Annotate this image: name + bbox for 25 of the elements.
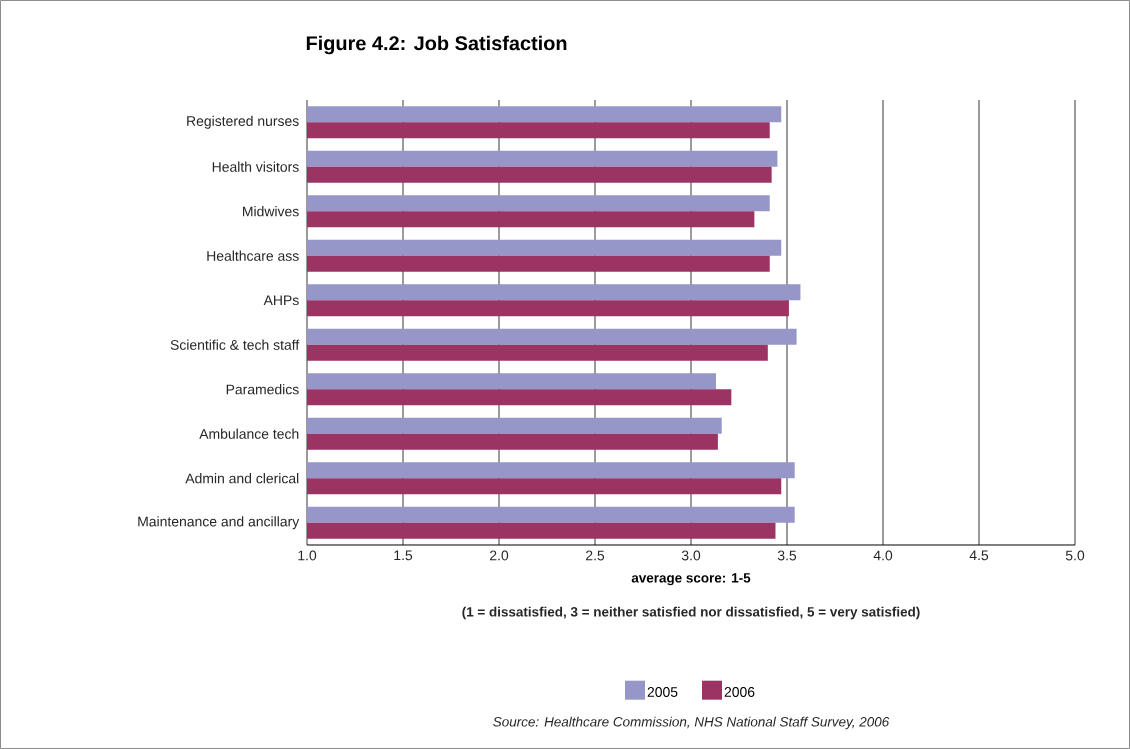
y-tick-label: Ambulance tech (199, 428, 299, 439)
y-tick-label: Registered nurses (187, 115, 299, 129)
y-tick-label: Admin and clerical (185, 473, 299, 484)
y-tick-label: Health visitors (212, 161, 299, 172)
x-tick-label: 1.0 (298, 550, 317, 561)
x-axis-title: average score: 1-5 (631, 573, 751, 586)
y-tick-label: Scientific & tech staff (170, 339, 300, 350)
x-tick-label: 2.0 (490, 550, 509, 561)
x-tick-label: 5.0 (1065, 550, 1085, 561)
x-tick-label: 4.0 (873, 550, 893, 561)
x-tick-label: 3.0 (681, 550, 701, 561)
x-tick-label: 4.5 (969, 550, 989, 561)
y-tick-label: Midwives (243, 206, 299, 217)
x-tick-label: 3.5 (777, 550, 797, 561)
y-tick-label: Paramedics (226, 384, 299, 395)
chart-title: Figure 4.2: Job Satisfaction (306, 35, 567, 55)
source-note: Source: Healthcare Commission, NHS National Staff Survey, 2006 (493, 716, 890, 730)
y-tick-label: AHPs (263, 295, 299, 306)
y-tick-label: Healthcare ass (207, 250, 299, 261)
y-tick-label: Maintenance and ancillary (138, 516, 300, 530)
text: (1 = dissatisfied, 3 = neither satisfied nor dissatisfied, 5 = very satisfied) (462, 606, 920, 620)
legend-label: 2006 (724, 687, 755, 697)
x-tick-label: 2.5 (586, 550, 605, 561)
x-tick-label: 1.5 (394, 550, 413, 561)
legend-label: 2005 (647, 687, 678, 697)
